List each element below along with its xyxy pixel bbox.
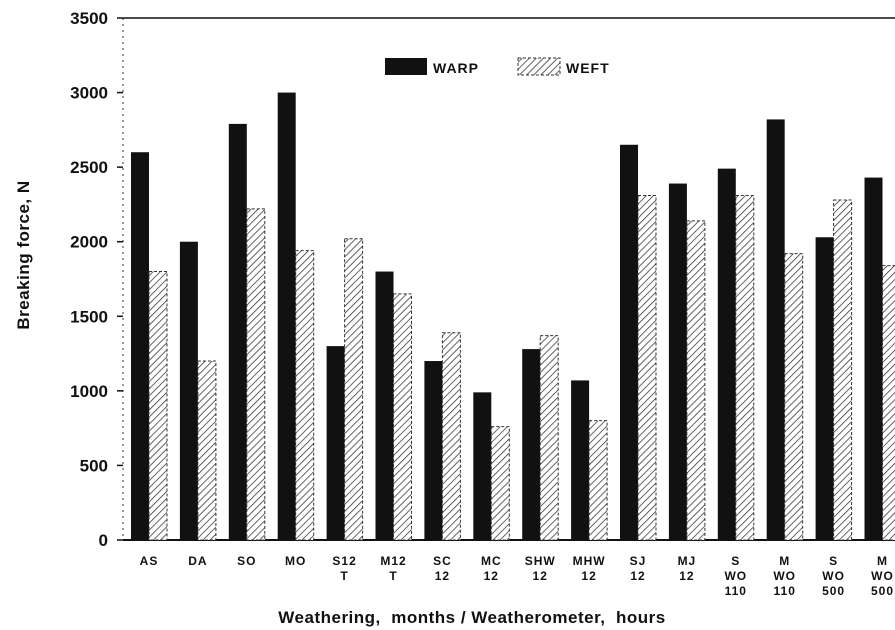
bar-warp <box>473 392 492 540</box>
x-category-label: WO <box>871 569 894 583</box>
x-category-label: SO <box>237 554 256 568</box>
y-tick-labels: 0 500 1000 1500 2000 2500 3000 3500 <box>70 9 123 550</box>
bar-weft <box>441 332 461 541</box>
legend-swatch-weft <box>517 57 561 76</box>
x-category-label: 12 <box>435 569 450 583</box>
bar-weft <box>490 426 510 541</box>
x-category-label: 500 <box>822 584 845 598</box>
bar-weft <box>735 194 755 541</box>
x-category-label: 110 <box>725 584 747 598</box>
y-tick-label: 3000 <box>70 84 108 103</box>
legend-label-warp: WARP <box>433 60 479 76</box>
bar-weft <box>246 208 266 541</box>
x-category-label: WO <box>724 569 747 583</box>
x-category-label: SC <box>433 554 452 568</box>
x-category-label: T <box>340 569 348 583</box>
x-category-label: M <box>779 554 790 568</box>
bar-warp <box>766 119 785 540</box>
x-category-label: M12 <box>380 554 406 568</box>
bar-warp <box>620 144 638 540</box>
x-category-label: MJ <box>678 554 697 568</box>
x-category-label: SJ <box>630 554 647 568</box>
y-tick-label: 1000 <box>70 382 108 401</box>
y-tick-label: 2000 <box>70 233 108 252</box>
bar-weft <box>295 250 315 541</box>
bar-warp <box>277 92 296 541</box>
x-category-labels: AS DA SO MO S12TM12TSC12MC12SHW12MHW12SJ12MJ… <box>140 554 894 598</box>
bar-weft <box>882 265 895 541</box>
bar-warp <box>179 241 198 540</box>
bar-warp <box>375 271 394 540</box>
bar-warp <box>326 346 345 540</box>
bar-warp <box>815 237 834 541</box>
bars <box>131 92 895 541</box>
legend-swatch-warp <box>385 58 427 75</box>
y-tick-label: 3500 <box>70 9 108 28</box>
y-tick-label: 1500 <box>70 307 108 326</box>
bar-warp <box>522 349 541 540</box>
bar-weft <box>637 194 657 541</box>
x-category-label: 12 <box>581 569 596 583</box>
x-category-label: WO <box>773 569 796 583</box>
x-category-label: 500 <box>871 584 894 598</box>
bar-warp <box>717 168 736 541</box>
bar-weft <box>148 271 168 541</box>
x-category-label: MO <box>285 554 306 568</box>
x-axis-title: Weathering, months / Weatherometer, hour… <box>278 608 665 627</box>
x-category-label: T <box>389 569 397 583</box>
x-category-label: S <box>829 554 838 568</box>
x-category-label: S12 <box>332 554 356 568</box>
bar-weft <box>539 335 559 541</box>
x-category-label: S <box>731 554 740 568</box>
x-category-label: AS <box>140 554 159 568</box>
x-category-label: 12 <box>630 569 645 583</box>
x-category-label: 12 <box>533 569 548 583</box>
legend-label-weft: WEFT <box>566 60 610 76</box>
x-category-label: 12 <box>484 569 499 583</box>
bar-weft <box>197 360 217 541</box>
bar-warp <box>131 152 149 540</box>
x-category-label: WO <box>822 569 845 583</box>
bar-warp <box>668 183 687 540</box>
x-category-label: M <box>877 554 888 568</box>
y-tick-label: 500 <box>80 456 108 475</box>
x-category-label: 12 <box>679 569 694 583</box>
y-tick-label: 2500 <box>70 158 108 177</box>
x-category-label: DA <box>188 554 207 568</box>
y-tick-label: 0 <box>99 531 108 550</box>
x-category-label: SHW <box>525 554 556 568</box>
x-category-label: 110 <box>774 584 796 598</box>
bar-weft <box>344 238 364 541</box>
legend: WARP WEFT <box>385 57 610 76</box>
y-axis-title: Breaking force, N <box>14 180 33 329</box>
bar-weft <box>588 420 608 541</box>
bar-weft <box>833 199 853 541</box>
bar-weft <box>393 293 412 541</box>
bar-warp <box>571 380 590 540</box>
x-category-label: MHW <box>573 554 606 568</box>
bar-warp <box>864 177 883 540</box>
x-category-label: MC <box>481 554 502 568</box>
bar-weft <box>686 220 706 541</box>
bar-warp <box>228 123 247 541</box>
bar-weft <box>784 253 804 541</box>
bar-warp <box>424 361 443 540</box>
